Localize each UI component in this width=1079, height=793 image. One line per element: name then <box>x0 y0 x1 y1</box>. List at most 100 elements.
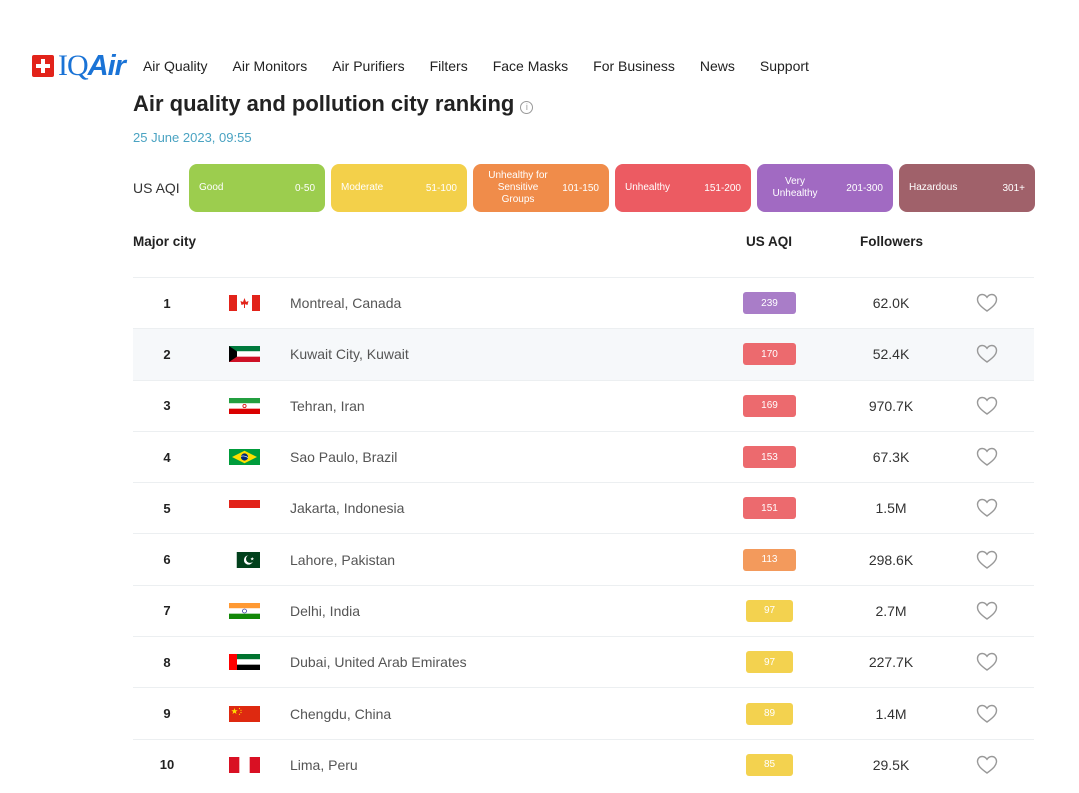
table-row[interactable]: 5 Jakarta, Indonesia 151 1.5M <box>133 482 1034 533</box>
peru-flag-icon <box>229 756 260 773</box>
aqi-badge: 151 <box>743 497 796 520</box>
city-name[interactable]: Sao Paulo, Brazil <box>290 449 398 466</box>
table-row[interactable]: 8 Dubai, United Arab Emirates 97 227.7K <box>133 636 1034 687</box>
legend-unhealthy-sensitive: Unhealthy for Sensitive Groups 101-150 <box>473 164 609 212</box>
table-row[interactable]: 6 Lahore, Pakistan 113 298.6K <box>133 533 1034 584</box>
city-name[interactable]: Tehran, Iran <box>290 397 365 414</box>
table-row[interactable]: 1 Montreal, Canada 239 62.0K <box>133 277 1034 328</box>
logo-text-air: Air <box>87 49 126 82</box>
city-name[interactable]: Chengdu, China <box>290 705 392 722</box>
legend-range: 151-200 <box>704 182 741 194</box>
heart-icon[interactable] <box>976 755 998 775</box>
nav-for-business[interactable]: For Business <box>593 58 675 74</box>
iran-flag-icon <box>229 397 260 414</box>
legend-name: Hazardous <box>909 182 958 193</box>
header-us-aqi[interactable]: US AQI <box>746 234 793 249</box>
page-title-text: Air quality and pollution city ranking <box>133 91 515 116</box>
legend-name: Moderate <box>341 182 384 193</box>
canada-flag-icon <box>229 295 260 312</box>
swiss-cross-icon <box>32 55 54 77</box>
heart-icon[interactable] <box>976 550 998 570</box>
pakistan-flag-icon <box>229 551 260 568</box>
rank-number: 3 <box>163 398 171 414</box>
table-row[interactable]: 3 Tehran, Iran 169 970.7K <box>133 379 1034 431</box>
logo-text-iq: IQ <box>58 49 89 82</box>
legend-range: 301+ <box>1002 182 1025 194</box>
legend-hazardous: Hazardous 301+ <box>899 164 1035 212</box>
uae-flag-icon <box>229 654 260 671</box>
heart-icon[interactable] <box>976 293 998 313</box>
nav-filters[interactable]: Filters <box>429 58 468 74</box>
followers-count: 67.3K <box>872 449 910 466</box>
nav-air-monitors[interactable]: Air Monitors <box>232 58 308 74</box>
rank-number: 2 <box>163 346 171 362</box>
rank-number: 4 <box>163 449 171 465</box>
heart-icon[interactable] <box>976 704 998 724</box>
page-title: Air quality and pollution city ranking i <box>133 91 534 117</box>
legend-name: Good <box>199 182 224 193</box>
table-row[interactable]: 10 Lima, Peru 85 29.5K <box>133 738 1034 790</box>
city-name[interactable]: Lahore, Pakistan <box>290 551 396 568</box>
timestamp: 25 June 2023, 09:55 <box>133 130 252 145</box>
aqi-badge: 153 <box>743 446 796 469</box>
header-major-city[interactable]: Major city <box>133 234 197 249</box>
table-row[interactable]: 4 Sao Paulo, Brazil 153 67.3K <box>133 430 1034 482</box>
top-navigation: IQ Air Air Quality Air Monitors Air Puri… <box>32 50 834 82</box>
rank-number: 8 <box>163 654 171 670</box>
legend-name: Very Unhealthy <box>772 176 818 199</box>
legend-unhealthy: Unhealthy 151-200 <box>615 164 751 212</box>
city-name[interactable]: Kuwait City, Kuwait <box>290 346 409 363</box>
china-flag-icon <box>229 705 260 722</box>
rank-number: 10 <box>159 757 175 773</box>
followers-count: 970.7K <box>868 397 914 414</box>
legend-moderate: Moderate 51-100 <box>331 164 467 212</box>
legend-range: 0-50 <box>294 182 315 194</box>
table-row[interactable]: 2 Kuwait City, Kuwait 170 52.4K <box>133 328 1034 380</box>
aqi-legend: US AQI Good 0-50 Moderate 51-100 Unhealt… <box>133 164 1041 212</box>
followers-count: 2.7M <box>875 602 907 619</box>
nav-air-purifiers[interactable]: Air Purifiers <box>332 58 405 74</box>
followers-count: 1.4M <box>875 705 907 722</box>
city-name[interactable]: Montreal, Canada <box>290 295 402 312</box>
aqi-badge: 170 <box>743 343 796 366</box>
header-followers[interactable]: Followers <box>860 234 924 249</box>
brazil-flag-icon <box>229 449 260 466</box>
city-name[interactable]: Dubai, United Arab Emirates <box>290 654 467 671</box>
legend-name: Unhealthy <box>625 182 671 193</box>
rank-number: 7 <box>163 603 171 619</box>
info-icon[interactable]: i <box>520 100 534 114</box>
legend-range: 201-300 <box>846 182 883 194</box>
aqi-badge: 169 <box>743 394 796 417</box>
heart-icon[interactable] <box>976 498 998 518</box>
heart-icon[interactable] <box>976 344 998 364</box>
legend-range: 101-150 <box>562 182 599 194</box>
heart-icon[interactable] <box>976 652 998 672</box>
followers-count: 1.5M <box>875 500 907 517</box>
followers-count: 62.0K <box>872 295 910 312</box>
indonesia-flag-icon <box>229 500 260 517</box>
heart-icon[interactable] <box>976 447 998 467</box>
nav-news[interactable]: News <box>699 58 735 74</box>
heart-icon[interactable] <box>976 601 998 621</box>
nav-face-masks[interactable]: Face Masks <box>492 58 569 74</box>
nav-air-quality[interactable]: Air Quality <box>142 58 208 74</box>
city-name[interactable]: Lima, Peru <box>290 756 358 773</box>
city-name[interactable]: Delhi, India <box>290 602 361 619</box>
legend-good: Good 0-50 <box>189 164 325 212</box>
legend-label: US AQI <box>133 180 180 196</box>
rank-number: 1 <box>163 295 171 311</box>
aqi-badge: 85 <box>746 753 793 776</box>
city-name[interactable]: Jakarta, Indonesia <box>290 500 405 517</box>
kuwait-flag-icon <box>229 346 260 363</box>
table-row[interactable]: 9 Chengdu, China 89 1.4M <box>133 687 1034 738</box>
nav-support[interactable]: Support <box>759 58 809 74</box>
aqi-badge: 113 <box>743 548 796 571</box>
heart-icon[interactable] <box>976 396 998 416</box>
iqair-logo[interactable]: IQ Air <box>32 49 126 82</box>
india-flag-icon <box>229 602 260 619</box>
aqi-badge: 239 <box>743 292 796 315</box>
table-row[interactable]: 7 Delhi, India 97 2.7M <box>133 584 1034 636</box>
main-nav: Air Quality Air Monitors Air Purifiers F… <box>143 58 834 74</box>
rank-number: 5 <box>163 500 171 516</box>
ranking-table: 1 Montreal, Canada 239 62.0K 2 Kuwait Ci… <box>133 277 1034 790</box>
